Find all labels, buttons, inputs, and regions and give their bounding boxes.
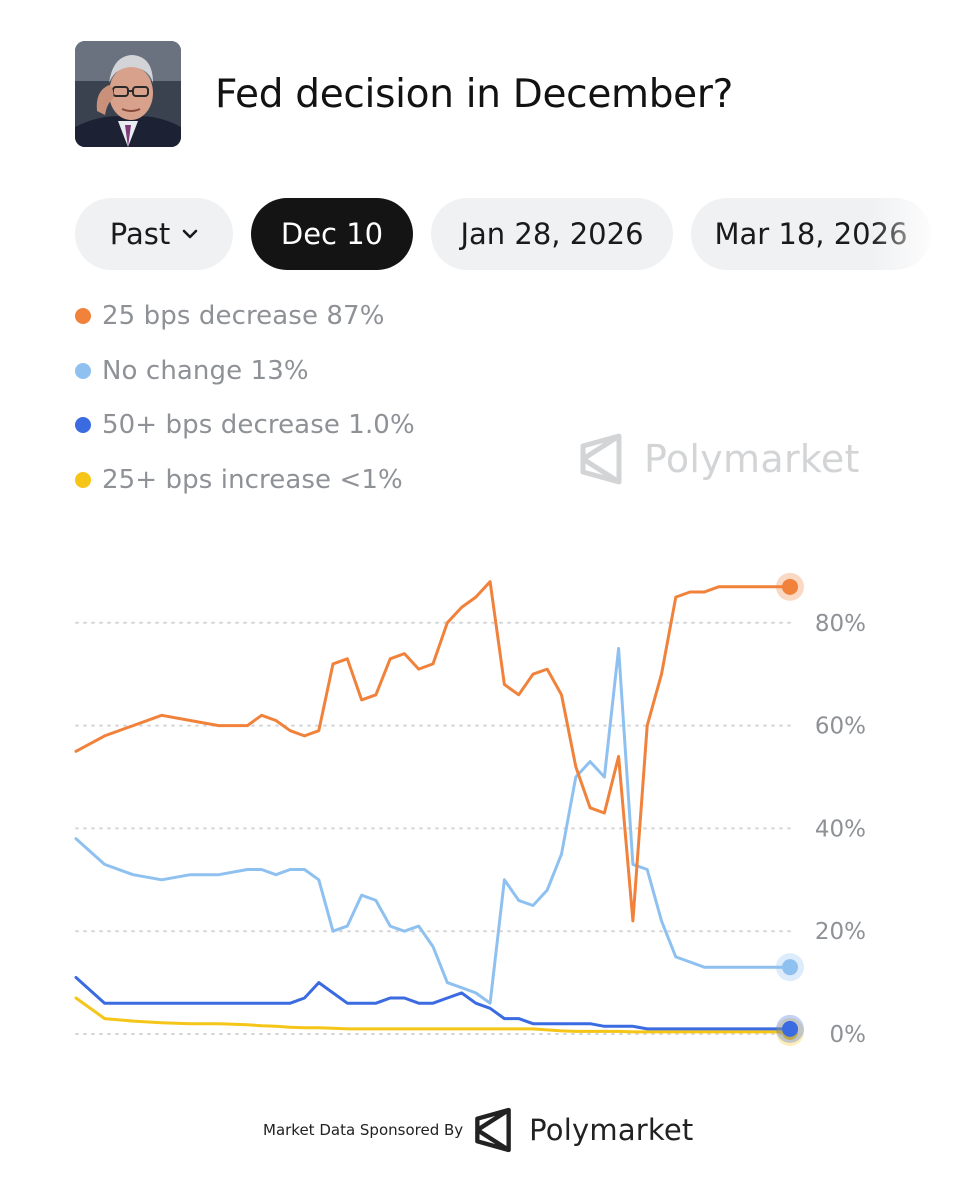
y-tick-label: 20% (815, 919, 866, 945)
tab-mar-18-2026-label: Mar 18, 2026 (714, 217, 908, 251)
date-tabs: Past Dec 10 Jan 28, 2026 Mar 18, 2026 (75, 198, 960, 272)
y-tick-label: 0% (830, 1022, 867, 1048)
polymarket-logo-icon (580, 433, 622, 485)
y-tick-label: 60% (815, 714, 866, 740)
polymarket-logo-icon (475, 1107, 511, 1153)
series-line-25-bps-decrease (74, 580, 792, 923)
endpoint-dot-no-change (782, 959, 798, 976)
legend-dot (75, 362, 91, 379)
y-tick-label: 40% (815, 816, 866, 842)
tab-past[interactable]: Past (75, 198, 233, 270)
chart-series (74, 580, 792, 1034)
polymarket-watermark: Polymarket (578, 432, 860, 486)
endpoint-dot-50-bps-decrease (782, 1020, 798, 1037)
market-title: Fed decision in December? (215, 71, 733, 117)
y-axis-ticks: 0% 20% 40% 60% 80% (815, 611, 866, 1048)
legend-label: 25+ bps increase <1% (102, 464, 403, 495)
sponsor-brand: Polymarket (529, 1113, 694, 1147)
tab-jan-28-2026[interactable]: Jan 28, 2026 (431, 198, 673, 270)
legend-dot (75, 471, 91, 488)
tab-mar-18-2026[interactable]: Mar 18, 2026 (691, 198, 931, 270)
tab-dec-10[interactable]: Dec 10 (251, 198, 413, 270)
chart-legend: 25 bps decrease 87% No change 13% 50+ bp… (75, 296, 415, 514)
legend-label: No change 13% (102, 355, 309, 386)
series-line-25-bps-increase (74, 996, 792, 1034)
market-header: Fed decision in December? (75, 40, 733, 148)
sponsor-text: Market Data Sponsored By (263, 1121, 464, 1139)
tab-dec-10-label: Dec 10 (280, 217, 384, 251)
legend-item-no-change: No change 13% (75, 351, 415, 391)
legend-item-50bps-decrease: 50+ bps decrease 1.0% (75, 405, 415, 445)
legend-item-25bps-decrease: 25 bps decrease 87% (75, 296, 415, 336)
chart-grid (75, 621, 791, 1035)
market-avatar-image (75, 41, 181, 147)
series-endpoints (776, 572, 804, 1046)
probability-line-chart: 0% 20% 40% 60% 80% (74, 572, 866, 1048)
legend-dot (75, 308, 91, 324)
endpoint-dot-25-bps-decrease (782, 578, 798, 595)
legend-item-25bps-increase: 25+ bps increase <1% (75, 460, 415, 500)
tab-jan-28-2026-label: Jan 28, 2026 (460, 217, 644, 251)
legend-label: 25 bps decrease 87% (102, 301, 385, 331)
watermark-text: Polymarket (644, 437, 860, 481)
y-tick-label: 80% (815, 611, 866, 637)
legend-label: 50+ bps decrease 1.0% (102, 410, 415, 440)
chevron-down-icon (182, 229, 198, 239)
series-line-no-change (74, 647, 792, 1005)
tab-past-label: Past (109, 217, 171, 251)
sponsor-footer: Market Data Sponsored By Polymarket (263, 1104, 694, 1156)
legend-dot (75, 417, 91, 433)
series-line-50-bps-decrease (74, 976, 792, 1031)
